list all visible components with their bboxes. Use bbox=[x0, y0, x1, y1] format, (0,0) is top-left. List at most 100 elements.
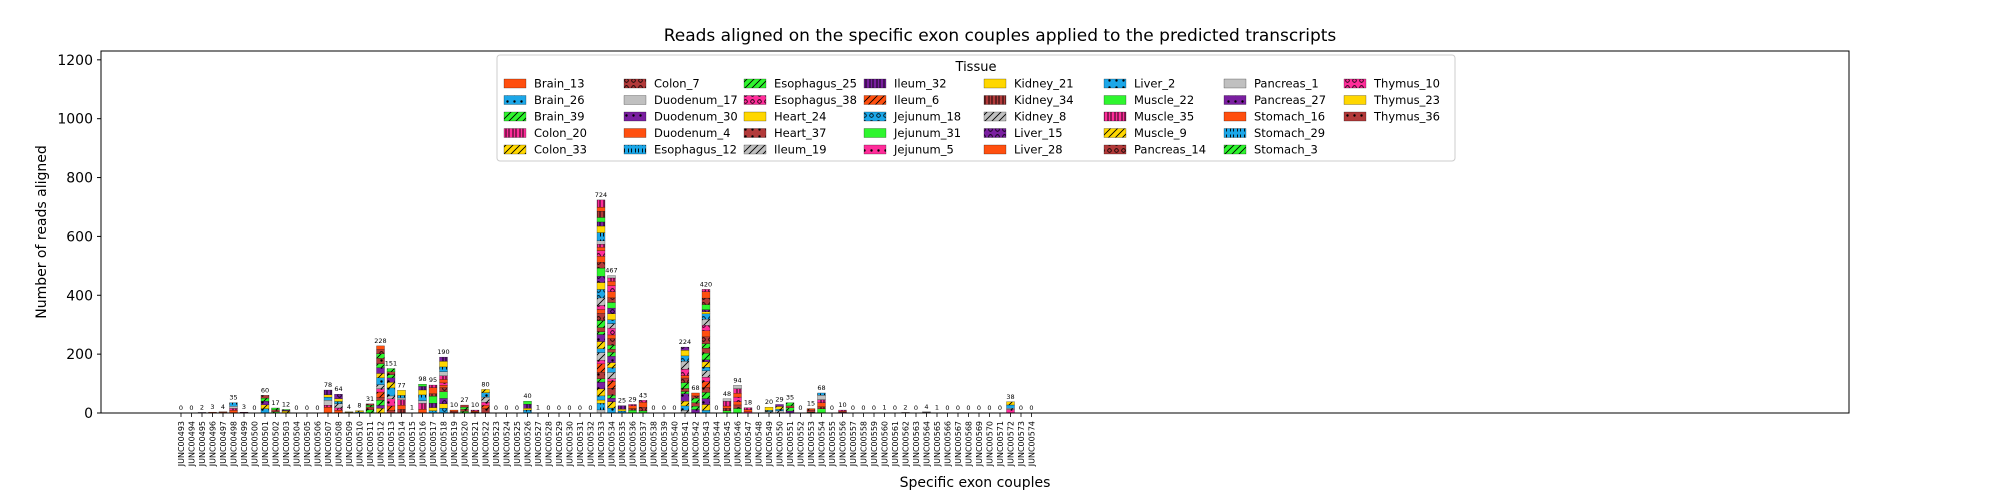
x-tick-label: JUNC00510 bbox=[356, 421, 365, 467]
bar-segment-Muscle_9 bbox=[596, 341, 606, 349]
bar-segment-Brain_39 bbox=[680, 382, 690, 389]
bar-segment-Thymus_36 bbox=[596, 327, 606, 332]
bar-segment-Colon_20 bbox=[607, 277, 616, 282]
bar-segment-Colon_7 bbox=[691, 395, 700, 399]
bar-stack-JUNC00513 bbox=[386, 368, 396, 414]
legend-swatch bbox=[743, 95, 767, 105]
bar-segment-Ileum_19 bbox=[607, 323, 616, 329]
x-tick-label: JUNC00566 bbox=[944, 421, 953, 467]
bar-total-label: 151 bbox=[385, 360, 397, 368]
bar-total-label: 0 bbox=[557, 404, 561, 412]
bar-total-label: 724 bbox=[595, 191, 607, 199]
legend-entry-Muscle_35: Muscle_35 bbox=[1103, 110, 1194, 124]
bar-segment-Muscle_9 bbox=[680, 400, 690, 407]
bar-stack-JUNC00550 bbox=[775, 404, 784, 414]
bar-segment-Duodenum_4 bbox=[607, 334, 616, 339]
bar-total-label: 25 bbox=[618, 397, 626, 405]
bar-total-label: 0 bbox=[305, 404, 309, 412]
bar-total-label: 95 bbox=[429, 376, 437, 384]
bar-segment-Brain_39 bbox=[691, 398, 700, 403]
bar-segment-Brain_39 bbox=[365, 404, 375, 408]
bar-segment-Esophagus_12 bbox=[323, 397, 333, 401]
bar-segment-Colon_7 bbox=[365, 403, 375, 406]
bar-segment-Stomach_3 bbox=[260, 397, 270, 402]
bar-total-label: 0 bbox=[651, 404, 655, 412]
bar-total-label: 0 bbox=[546, 404, 550, 412]
bar-segment-Brain_13 bbox=[596, 247, 606, 251]
bar-segment-Duodenum_17 bbox=[596, 240, 606, 245]
bar-segment-Colon_33 bbox=[701, 404, 711, 411]
x-tick-label: JUNC00564 bbox=[923, 421, 932, 467]
bar-segment-Pancreas_27 bbox=[386, 377, 396, 383]
bar-total-label: 1 bbox=[935, 404, 939, 412]
y-tick-label: 200 bbox=[66, 347, 93, 363]
bar-segment-Jejunum_31 bbox=[523, 401, 532, 405]
bar-stack-JUNC00546 bbox=[733, 385, 742, 414]
bar-segment-Thymus_23 bbox=[596, 399, 606, 404]
bar-total-label: 31 bbox=[366, 395, 374, 403]
bar-total-label: 64 bbox=[334, 385, 342, 393]
x-tick-label: JUNC00560 bbox=[881, 421, 890, 467]
bar-total-label: 4 bbox=[924, 403, 928, 411]
x-tick-label: JUNC00570 bbox=[986, 421, 995, 467]
bar-segment-Ileum_19 bbox=[680, 361, 690, 370]
bar-segment-Pancreas_14 bbox=[638, 407, 648, 412]
x-tick-label: JUNC00520 bbox=[461, 421, 470, 467]
legend-swatch bbox=[1343, 78, 1367, 89]
legend-label: Colon_20 bbox=[534, 126, 587, 140]
legend-entry-Ileum_6: Ileum_6 bbox=[863, 93, 939, 107]
bar-segment-Ileum_6 bbox=[701, 381, 711, 388]
x-tick-label: JUNC00517 bbox=[429, 421, 438, 467]
bar-segment-Thymus_36 bbox=[271, 409, 280, 412]
x-tick-label: JUNC00558 bbox=[860, 421, 869, 467]
bar-segment-Liver_15 bbox=[439, 398, 448, 404]
bar-stack-JUNC00520 bbox=[460, 404, 469, 414]
bar-segment-Kidney_8 bbox=[596, 352, 606, 361]
x-tick-label: JUNC00529 bbox=[555, 421, 564, 467]
bar-segment-Liver_2 bbox=[376, 377, 385, 385]
legend-swatch bbox=[1103, 95, 1127, 105]
x-tick-label: JUNC00567 bbox=[954, 421, 963, 467]
bar-segment-Thymus_10 bbox=[733, 396, 742, 402]
legend-entry-Liver_15: Liver_15 bbox=[983, 126, 1063, 140]
legend-swatch bbox=[1223, 95, 1247, 105]
bar-segment-Kidney_21 bbox=[334, 398, 343, 402]
bar-stack-JUNC00514 bbox=[397, 390, 406, 414]
legend-entry-Esophagus_38: Esophagus_38 bbox=[743, 93, 857, 107]
bar-total-label: 0 bbox=[515, 404, 519, 412]
x-tick-label: JUNC00548 bbox=[755, 421, 764, 467]
bar-stack-JUNC00541 bbox=[680, 346, 690, 414]
legend-label: Stomach_16 bbox=[1254, 110, 1325, 124]
bar-segment-Stomach_16 bbox=[218, 411, 228, 413]
x-tick-label: JUNC00535 bbox=[618, 421, 627, 467]
legend-label: Ileum_32 bbox=[894, 77, 947, 91]
legend-label: Kidney_8 bbox=[1014, 110, 1066, 124]
bar-stack-JUNC00534 bbox=[607, 275, 616, 414]
bar-segment-Kidney_34 bbox=[397, 409, 406, 414]
bar-segment-Duodenum_4 bbox=[596, 309, 606, 314]
bar-segment-Kidney_21 bbox=[607, 313, 616, 320]
x-tick-label: JUNC00496 bbox=[209, 421, 218, 467]
legend-entries: Brain_13 Brain_26 Brain_39 Colon_20 Colon_33… bbox=[503, 77, 1440, 157]
bar-segment-Liver_15 bbox=[334, 394, 343, 399]
bar-total-label: 190 bbox=[437, 348, 449, 356]
bar-segment-Brain_13 bbox=[743, 409, 753, 412]
x-tick-label: JUNC00507 bbox=[324, 421, 333, 467]
x-tick-label: JUNC00552 bbox=[797, 421, 806, 467]
legend-entry-Brain_26: Brain_26 bbox=[503, 93, 585, 107]
bar-segment-Heart_37 bbox=[376, 397, 385, 401]
legend-swatch bbox=[1223, 144, 1247, 155]
bar-segment-Ileum_6 bbox=[386, 405, 396, 411]
legend-swatch bbox=[1223, 111, 1247, 122]
bar-segment-Liver_2 bbox=[481, 392, 490, 398]
bar-segment-Ileum_19 bbox=[596, 297, 606, 306]
bar-segment-Pancreas_27 bbox=[701, 359, 711, 363]
legend-entry-Pancreas_1: Pancreas_1 bbox=[1223, 77, 1319, 91]
bar-segment-Esophagus_12 bbox=[596, 232, 606, 241]
bar-total-label: 68 bbox=[817, 384, 825, 392]
x-tick-label: JUNC00504 bbox=[293, 421, 302, 467]
bar-segment-Thymus_36 bbox=[680, 388, 690, 392]
bar-segment-Jejunum_31 bbox=[817, 408, 826, 414]
bar-segment-Duodenum_4 bbox=[470, 410, 480, 413]
legend-swatch bbox=[743, 144, 767, 155]
